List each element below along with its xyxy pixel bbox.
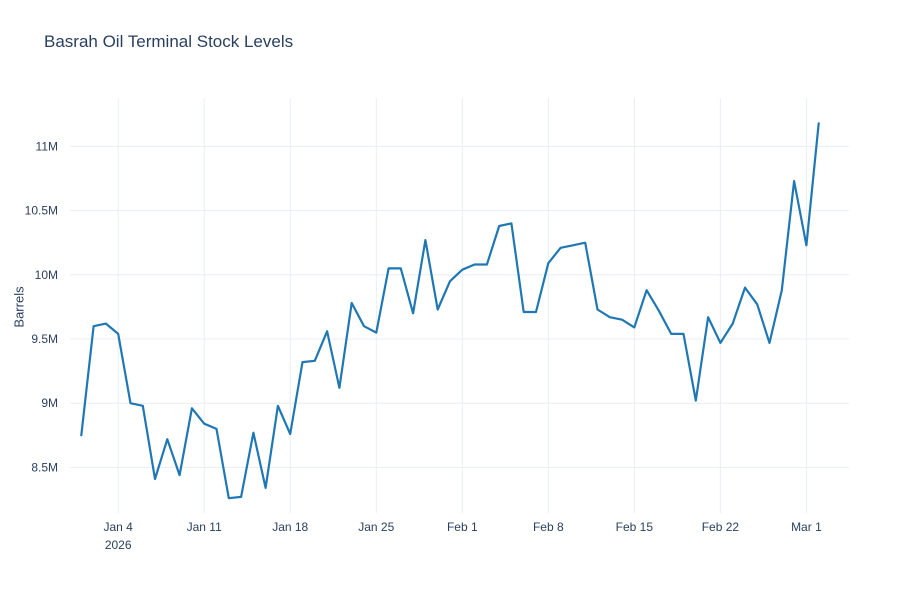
stock-level-line	[80, 122, 820, 500]
y-tick-label: 9M	[41, 396, 58, 410]
y-tick-label: 9.5M	[31, 332, 58, 346]
x-tick-label: Jan 11	[187, 520, 222, 534]
x-tick-label: Feb 15	[616, 520, 654, 534]
y-tick-label: 10.5M	[25, 204, 58, 218]
x-tick-label: Jan 4	[103, 520, 133, 534]
x-tick-label: Mar 1	[791, 520, 822, 534]
y-axis-title: Barrels	[11, 286, 27, 328]
x-tick-label: Jan 18	[272, 520, 308, 534]
x-tick-label: Feb 22	[702, 520, 740, 534]
y-tick-label: 11M	[36, 139, 58, 153]
chart-title: Basrah Oil Terminal Stock Levels	[44, 32, 294, 51]
x-tick-label: Feb 1	[447, 520, 478, 534]
x-tick-label: Feb 8	[533, 520, 564, 534]
y-tick-label: 8.5M	[31, 460, 58, 474]
y-tick-label: 10M	[35, 268, 58, 282]
x-tick-label: Jan 25	[358, 520, 394, 534]
x-tick-year-label: 2026	[105, 538, 132, 552]
